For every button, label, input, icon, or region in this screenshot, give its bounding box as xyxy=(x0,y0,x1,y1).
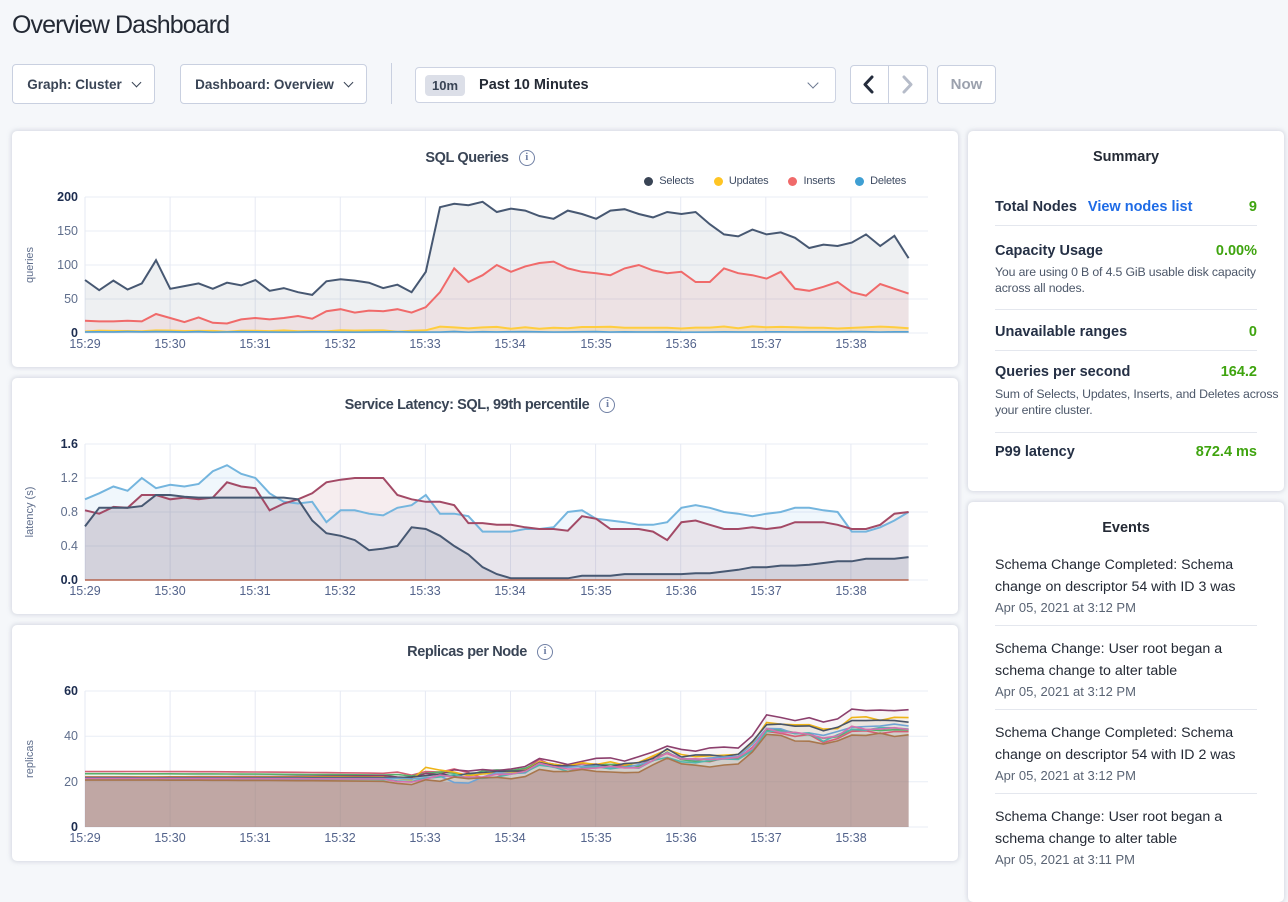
svg-text:15:31: 15:31 xyxy=(239,831,270,845)
svg-text:40: 40 xyxy=(64,729,78,743)
svg-text:15:32: 15:32 xyxy=(324,831,355,845)
svg-text:0.8: 0.8 xyxy=(61,505,78,519)
svg-text:15:32: 15:32 xyxy=(324,337,355,351)
svg-text:15:34: 15:34 xyxy=(494,584,525,598)
svg-text:15:36: 15:36 xyxy=(665,337,696,351)
svg-text:15:29: 15:29 xyxy=(69,584,100,598)
svg-text:15:29: 15:29 xyxy=(69,831,100,845)
svg-text:0.0: 0.0 xyxy=(61,573,78,587)
svg-text:15:30: 15:30 xyxy=(154,584,185,598)
svg-text:15:38: 15:38 xyxy=(835,831,866,845)
svg-text:15:33: 15:33 xyxy=(409,337,440,351)
svg-text:15:32: 15:32 xyxy=(324,584,355,598)
svg-text:0: 0 xyxy=(71,820,78,834)
svg-text:60: 60 xyxy=(64,684,78,698)
svg-text:0: 0 xyxy=(71,326,78,340)
svg-text:15:31: 15:31 xyxy=(239,337,270,351)
svg-text:15:35: 15:35 xyxy=(580,584,611,598)
svg-text:1.2: 1.2 xyxy=(61,471,78,485)
svg-text:15:31: 15:31 xyxy=(239,584,270,598)
svg-text:queries: queries xyxy=(24,246,36,283)
svg-text:50: 50 xyxy=(64,292,78,306)
svg-text:15:35: 15:35 xyxy=(580,831,611,845)
svg-text:15:38: 15:38 xyxy=(835,584,866,598)
svg-text:latency (s): latency (s) xyxy=(24,487,36,538)
svg-text:15:34: 15:34 xyxy=(494,831,525,845)
svg-text:15:30: 15:30 xyxy=(154,337,185,351)
svg-text:15:34: 15:34 xyxy=(494,337,525,351)
svg-text:replicas: replicas xyxy=(24,740,36,778)
svg-text:200: 200 xyxy=(57,190,78,204)
svg-text:15:36: 15:36 xyxy=(665,831,696,845)
svg-text:15:29: 15:29 xyxy=(69,337,100,351)
svg-text:15:33: 15:33 xyxy=(409,584,440,598)
svg-text:1.6: 1.6 xyxy=(61,437,78,451)
svg-text:15:30: 15:30 xyxy=(154,831,185,845)
svg-text:15:37: 15:37 xyxy=(750,584,781,598)
svg-text:15:35: 15:35 xyxy=(580,337,611,351)
svg-text:20: 20 xyxy=(64,775,78,789)
svg-text:15:37: 15:37 xyxy=(750,831,781,845)
svg-text:100: 100 xyxy=(57,258,78,272)
svg-text:0.4: 0.4 xyxy=(61,539,78,553)
svg-text:15:33: 15:33 xyxy=(409,831,440,845)
svg-text:15:36: 15:36 xyxy=(665,584,696,598)
svg-text:150: 150 xyxy=(57,224,78,238)
svg-text:15:38: 15:38 xyxy=(835,337,866,351)
svg-text:15:37: 15:37 xyxy=(750,337,781,351)
